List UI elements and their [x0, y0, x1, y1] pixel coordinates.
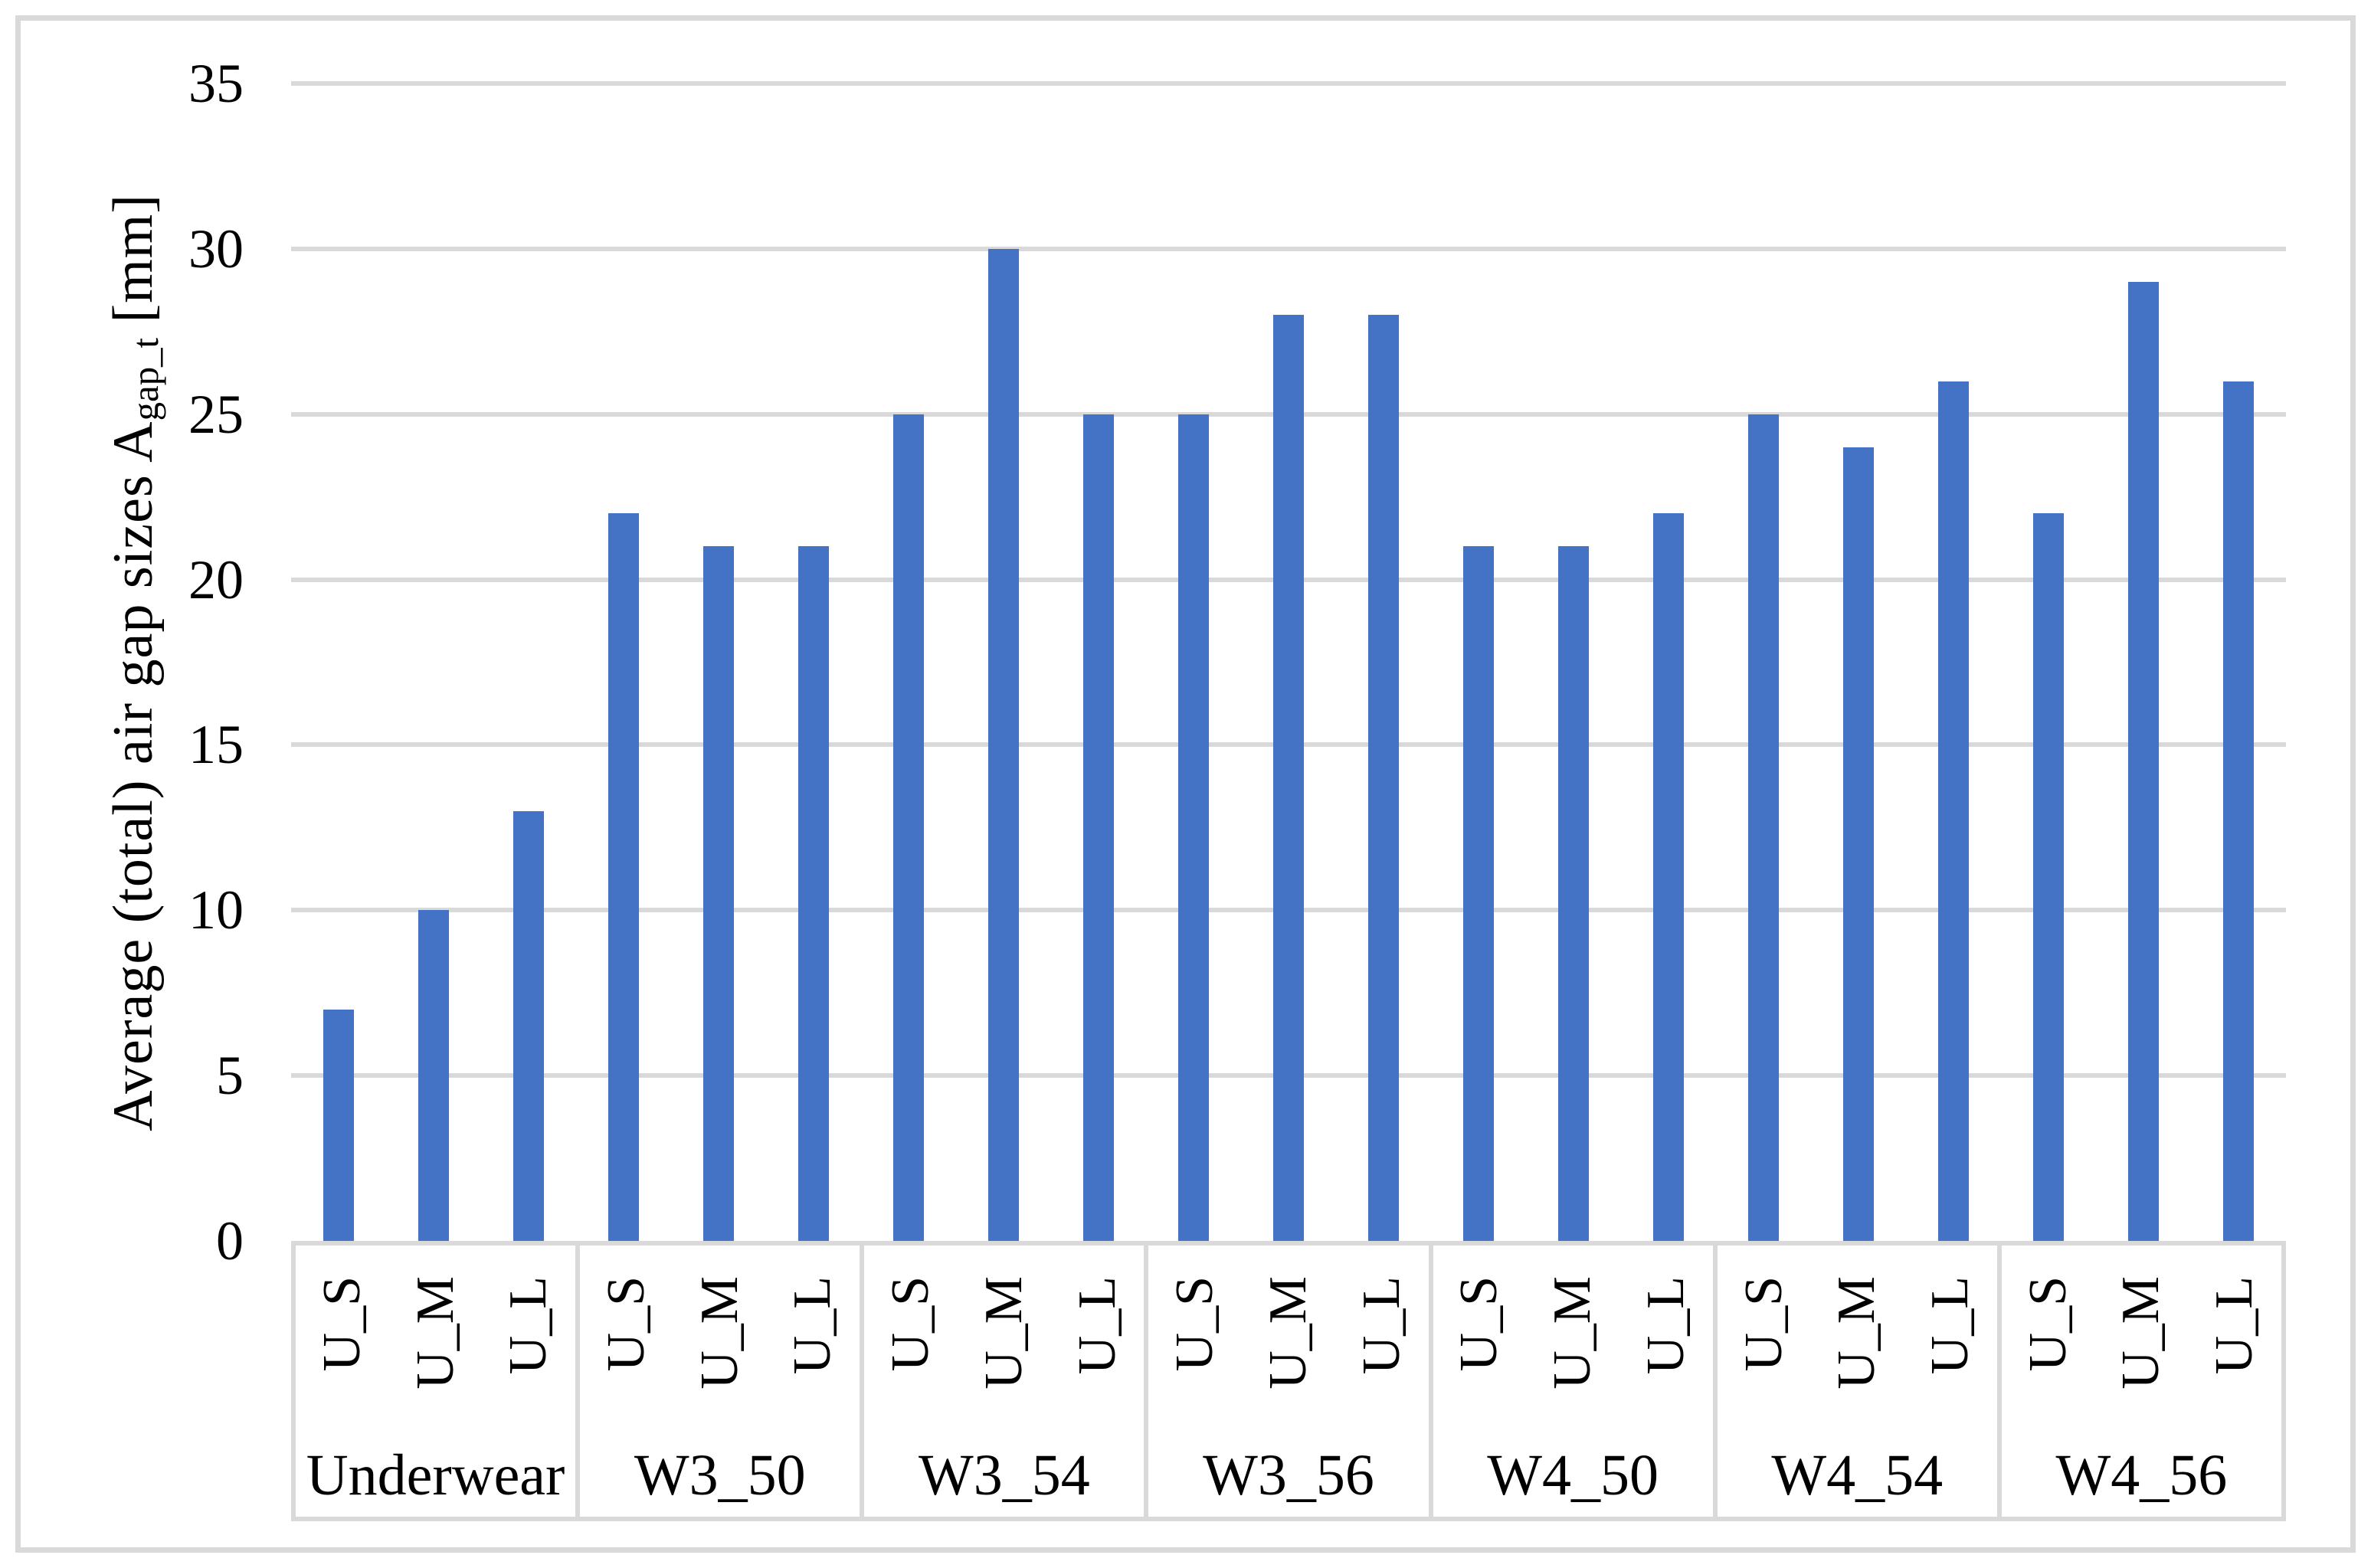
category-slot: U_M: [389, 1276, 483, 1442]
category-label-row: U_S U_M U_L: [1718, 1246, 1997, 1442]
group-cell-underwear: U_S U_M U_L Underwear: [296, 1246, 581, 1517]
x-tick-label-w3_50-u_l: U_L: [783, 1276, 843, 1375]
category-slot: U_M: [1242, 1276, 1335, 1442]
x-tick-label-w4_56-u_s: U_S: [2018, 1276, 2078, 1372]
group-label-w4_54: W4_54: [1771, 1443, 1944, 1507]
category-slot: U_M: [1526, 1276, 1619, 1442]
category-slot: U_M: [1810, 1276, 1904, 1442]
category-label-row: U_S U_M U_L: [1433, 1246, 1713, 1442]
group-label-underwear: Underwear: [306, 1443, 565, 1507]
group-label-w4_50: W4_50: [1487, 1443, 1659, 1507]
category-label-row: U_S U_M U_L: [1148, 1246, 1428, 1442]
x-tick-label-w4_54-u_m: U_M: [1827, 1276, 1887, 1390]
group-cell-w3_56: U_S U_M U_L W3_56: [1148, 1246, 1433, 1517]
bar-w4_56-u_s: [2033, 513, 2064, 1241]
group-cell-w3_54: U_S U_M U_L W3_54: [864, 1246, 1149, 1517]
group-label-w3_50: W3_50: [634, 1443, 806, 1507]
bar-w4_50-u_s: [1463, 546, 1494, 1241]
category-slot: U_L: [1051, 1276, 1145, 1442]
x-tick-label-w3_56-u_l: U_L: [1351, 1276, 1411, 1375]
x-tick-label-w4_56-u_l: U_L: [2205, 1276, 2265, 1375]
y-tick-label-5: 5: [216, 1045, 244, 1107]
group-cell-w4_56: U_S U_M U_L W4_56: [2002, 1246, 2281, 1517]
category-label-row: U_S U_M U_L: [296, 1246, 575, 1442]
category-slot: U_L: [482, 1276, 575, 1442]
y-tick-label-25: 25: [188, 383, 244, 445]
category-slot: U_M: [2095, 1276, 2189, 1442]
x-tick-label-w4_50-u_l: U_L: [1636, 1276, 1695, 1375]
bar-w3_56-u_l: [1368, 315, 1399, 1241]
category-slot: U_M: [673, 1276, 767, 1442]
y-tick-label-35: 35: [188, 53, 244, 114]
category-label-row: U_S U_M U_L: [580, 1246, 860, 1442]
y-tick-label-15: 15: [188, 714, 244, 776]
x-tick-label-w4_50-u_m: U_M: [1543, 1276, 1603, 1390]
category-slot: U_S: [1433, 1276, 1527, 1442]
bar-w4_56-u_m: [2128, 282, 2159, 1241]
x-tick-label-w3_54-u_l: U_L: [1067, 1276, 1127, 1375]
group-cell-w3_50: U_S U_M U_L W3_50: [580, 1246, 865, 1517]
group-cell-w4_54: U_S U_M U_L W4_54: [1718, 1246, 2002, 1517]
x-tick-label-underwear-u_l: U_L: [499, 1276, 558, 1375]
x-tick-label-w4_54-u_s: U_S: [1734, 1276, 1793, 1372]
category-label-row: U_S U_M U_L: [864, 1246, 1144, 1442]
x-axis-table: U_S U_M U_L Underwear U_S U_M U_L W3_50 U_S U_M U_…: [291, 1241, 2286, 1521]
x-tick-label-underwear-u_m: U_M: [405, 1276, 465, 1390]
x-tick-label-w3_56-u_s: U_S: [1165, 1276, 1225, 1372]
x-tick-label-w4_56-u_m: U_M: [2111, 1276, 2171, 1390]
category-slot: U_L: [767, 1276, 860, 1442]
bar-w3_54-u_l: [1083, 414, 1114, 1241]
category-slot: U_L: [1904, 1276, 1997, 1442]
group-cell-w4_50: U_S U_M U_L W4_50: [1433, 1246, 1718, 1517]
x-tick-label-w3_54-u_s: U_S: [881, 1276, 941, 1372]
y-tick-label-10: 10: [188, 879, 244, 941]
category-slot: U_S: [580, 1276, 673, 1442]
bar-w3_50-u_m: [703, 546, 734, 1241]
bar-w4_54-u_l: [1938, 381, 1969, 1241]
bar-w3_50-u_l: [798, 546, 829, 1241]
x-tick-label-w3_56-u_m: U_M: [1259, 1276, 1318, 1390]
bar-w3_50-u_s: [608, 513, 639, 1241]
category-slot: U_S: [2002, 1276, 2095, 1442]
category-slot: U_M: [958, 1276, 1051, 1442]
bar-w4_56-u_l: [2223, 381, 2254, 1241]
x-tick-label-w4_50-u_s: U_S: [1449, 1276, 1509, 1372]
group-label-w4_56: W4_56: [2055, 1443, 2228, 1507]
group-label-w3_56: W3_56: [1203, 1443, 1374, 1507]
category-label-row: U_S U_M U_L: [2002, 1246, 2281, 1442]
y-tick-label-0: 0: [216, 1210, 244, 1272]
group-label-w3_54: W3_54: [918, 1443, 1090, 1507]
category-slot: U_L: [2188, 1276, 2281, 1442]
x-tick-label-underwear-u_s: U_S: [312, 1276, 372, 1372]
bar-underwear-u_l: [513, 810, 544, 1241]
bar-w4_50-u_m: [1558, 546, 1589, 1241]
bar-w4_54-u_m: [1843, 447, 1874, 1241]
bar-w3_56-u_m: [1273, 315, 1304, 1241]
bar-underwear-u_s: [323, 1009, 354, 1241]
category-slot: U_L: [1619, 1276, 1713, 1442]
category-slot: U_S: [296, 1276, 389, 1442]
x-tick-label-w3_54-u_m: U_M: [974, 1276, 1033, 1390]
x-tick-label-w3_50-u_m: U_M: [689, 1276, 749, 1390]
x-tick-label-w3_50-u_s: U_S: [597, 1276, 656, 1372]
category-slot: U_S: [864, 1276, 958, 1442]
plot-area: [291, 81, 2286, 1241]
category-slot: U_S: [1148, 1276, 1242, 1442]
category-slot: U_S: [1718, 1276, 1811, 1442]
y-tick-label-20: 20: [188, 548, 244, 611]
bar-w3_54-u_s: [893, 414, 924, 1241]
y-tick-label-30: 30: [188, 218, 244, 280]
gridline-30: [291, 246, 2286, 251]
bar-w3_56-u_s: [1178, 414, 1209, 1241]
figure-frame: [15, 15, 2356, 1553]
bar-w4_50-u_l: [1653, 513, 1684, 1241]
x-tick-label-w4_54-u_l: U_L: [1921, 1276, 1980, 1375]
category-slot: U_L: [1335, 1276, 1429, 1442]
bar-underwear-u_m: [418, 910, 449, 1241]
bar-w4_54-u_s: [1748, 414, 1779, 1241]
bar-w3_54-u_m: [988, 248, 1019, 1241]
y-axis-title: Average (total) air gap sizes Agap_t [mm…: [101, 194, 167, 1131]
gridline-35: [291, 81, 2286, 86]
